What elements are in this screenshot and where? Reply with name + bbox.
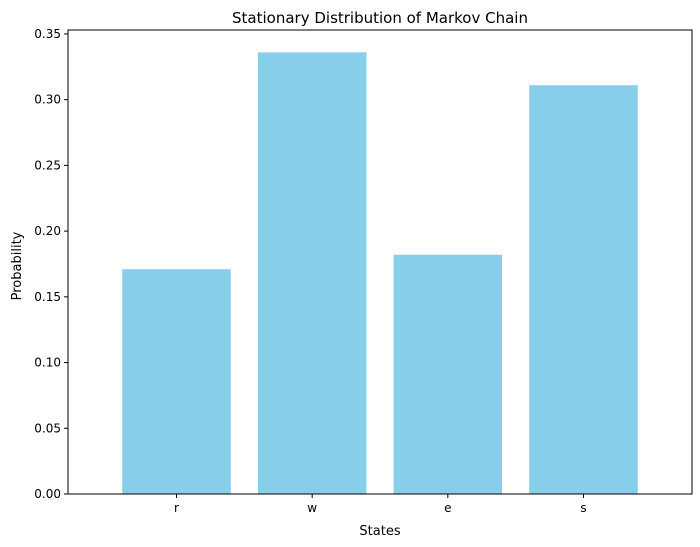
- bars-group: [122, 52, 638, 495]
- y-tick-label: 0.15: [34, 290, 61, 304]
- bar-s: [529, 85, 638, 495]
- x-tick-label: w: [307, 501, 317, 515]
- y-tick-label: 0.25: [34, 158, 61, 172]
- y-tick-label: 0.10: [34, 356, 61, 370]
- y-ticks-group: 0.00 0.05 0.10 0.15 0.20 0.25 0.30 0.35: [34, 27, 68, 501]
- bar-e: [393, 254, 503, 494]
- x-axis-label: States: [359, 524, 400, 539]
- bar-w: [257, 52, 367, 494]
- y-axis-label: Probability: [10, 231, 25, 300]
- y-tick-label: 0.00: [34, 487, 61, 501]
- y-tick-label: 0.20: [34, 224, 61, 238]
- plot-frame: [67, 29, 693, 495]
- y-tick-label: 0.35: [34, 27, 61, 41]
- bar-r: [122, 269, 231, 494]
- plot-area: 0.00 0.05 0.10 0.15 0.20 0.25 0.30 0.35 r w e s: [34, 27, 693, 515]
- x-tick-label: e: [444, 501, 451, 515]
- x-tick-label: s: [580, 501, 586, 515]
- chart-title: Stationary Distribution of Markov Chain: [232, 9, 528, 27]
- y-tick-label: 0.05: [34, 421, 61, 435]
- x-tick-label: r: [174, 501, 179, 515]
- y-tick-label: 0.30: [34, 93, 61, 107]
